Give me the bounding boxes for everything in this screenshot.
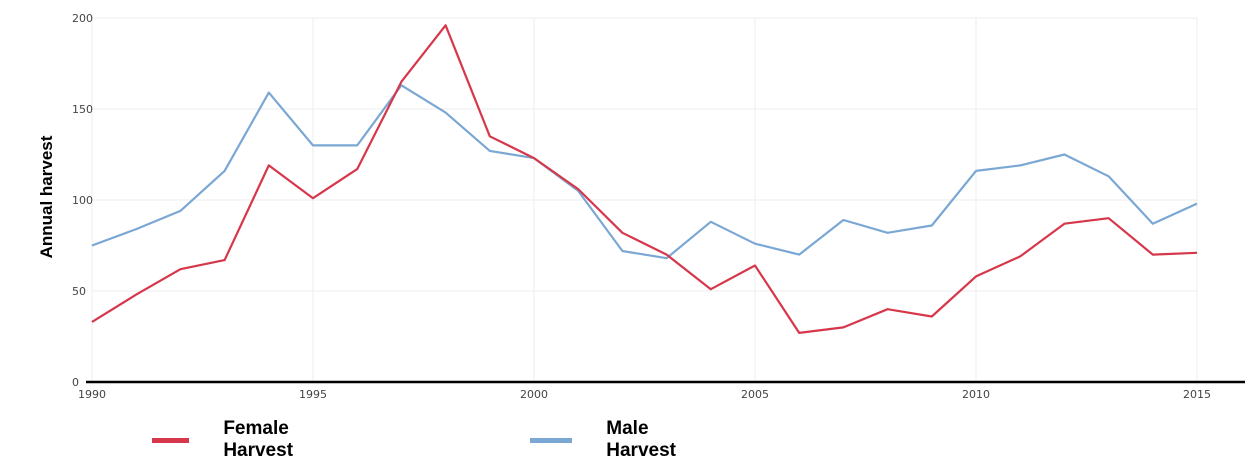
- x-tick-label: 1995: [299, 388, 327, 401]
- y-tick-label: 150: [72, 103, 93, 116]
- legend-item-male[interactable]: Male Harvest: [530, 418, 692, 462]
- line-chart: 0 50 100 150 200 1990 1995 2000 2005 2010 2015 Ann…: [37, 12, 1245, 401]
- x-tick-label: 2015: [1183, 388, 1211, 401]
- legend-label-male: Male Harvest: [606, 418, 676, 461]
- x-tick-label: 2000: [520, 388, 548, 401]
- y-tick-label: 50: [72, 285, 86, 298]
- x-tick-label: 2005: [741, 388, 769, 401]
- x-tick-label: 2010: [962, 388, 990, 401]
- legend-swatch-female: [152, 437, 190, 443]
- tick-labels: 0 50 100 150 200 1990 1995 2000 2005 2010 2015: [72, 12, 1211, 401]
- legend-label-female: Female Harvest: [223, 418, 294, 461]
- series-lines: [91, 24, 1198, 334]
- x-tick-label: 1990: [78, 388, 106, 401]
- legend-item-female[interactable]: Female Harvest: [152, 418, 314, 462]
- series-line-female[interactable]: [91, 24, 1198, 334]
- y-tick-label: 0: [72, 376, 79, 389]
- y-tick-label: 200: [72, 12, 93, 25]
- y-axis-label: Annual harvest: [37, 135, 56, 258]
- series-line-male[interactable]: [91, 84, 1198, 260]
- grid-lines: [91, 17, 1198, 382]
- y-tick-label: 100: [72, 194, 93, 207]
- legend-swatch-male: [530, 437, 573, 443]
